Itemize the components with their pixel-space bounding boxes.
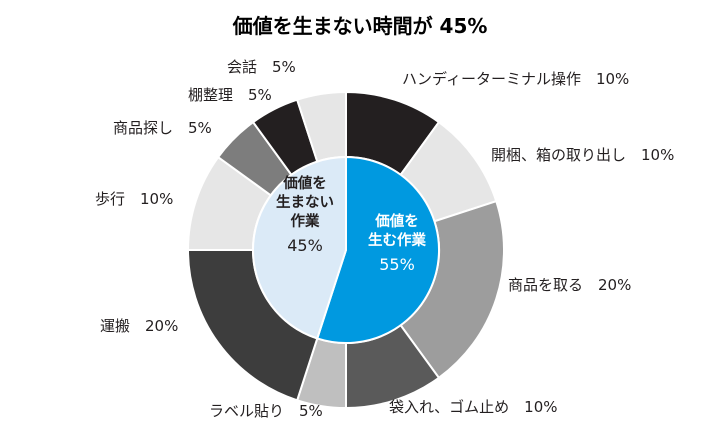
outer-slice-label: ハンディーターミナル操作 10% [402,70,629,88]
inner-slice-value: 55% [379,255,415,274]
outer-slice-label: 歩行 10% [95,190,173,208]
inner-slice-label: 生まない [276,193,334,211]
outer-ring [186,90,505,410]
outer-slice-label: ラベル貼り 5% [209,402,323,420]
outer-slice-label: 袋入れ、ゴム止め 10% [389,398,558,416]
inner-slice-label: 価値を [374,212,419,230]
inner-slice [252,155,347,340]
outer-slice-label: 運搬 20% [100,317,178,335]
inner-slice-label: 生む作業 [368,231,426,249]
outer-labels: ハンディーターミナル操作 10% 開梱、箱の取り出し 10% 商品を取る 20% 袋入… [95,58,674,420]
inner-pie [252,155,440,344]
chart-title: 価値を生まない時間が 45% [232,14,488,38]
outer-slice-label: 会話 5% [227,58,296,76]
outer-slice-label: 商品探し 5% [113,119,212,137]
inner-slice-label: 価値を [282,174,327,192]
inner-slice [316,155,440,344]
inner-slice-label: 作業 [291,212,320,230]
outer-slice-label: 棚整理 5% [188,86,272,104]
inner-slice-value: 45% [287,236,323,255]
outer-slice-label: 商品を取る 20% [508,276,631,294]
outer-slice-label: 開梱、箱の取り出し 10% [491,146,674,164]
